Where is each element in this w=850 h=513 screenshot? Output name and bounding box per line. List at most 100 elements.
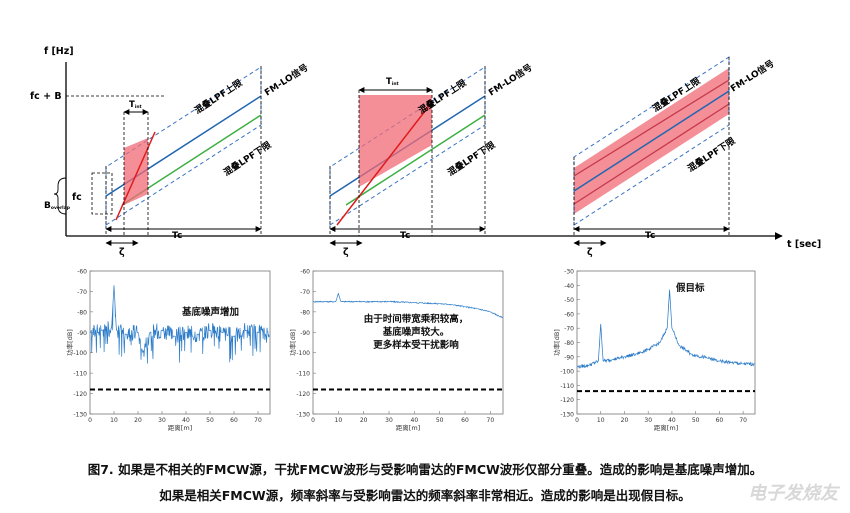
plot-annotation: 更多样本受干扰影响 xyxy=(373,339,459,351)
x-tick-label: 60 xyxy=(716,417,724,424)
y-tick-label: -90 xyxy=(77,330,87,337)
x-tick-label: 50 xyxy=(692,417,700,424)
caption-line-1: 图7. 如果是不相关的FMCW源，干扰FMCW波形与受影响雷达的FMCW波形仅部… xyxy=(87,462,763,477)
fm-lo-label: FM-LO信号 xyxy=(728,57,776,94)
zeta-label: ζ xyxy=(587,247,593,258)
overlap-band xyxy=(359,95,432,187)
y-tick-label: -130 xyxy=(73,412,87,419)
y-tick-label: -60 xyxy=(77,269,87,276)
y-tick-label: -40 xyxy=(564,283,574,290)
y-tick-label: -100 xyxy=(73,350,87,357)
x-tick-label: 40 xyxy=(182,417,190,424)
green-line xyxy=(345,114,486,206)
x-tick-label: 0 xyxy=(575,417,579,424)
spectrum-trace xyxy=(89,285,271,364)
lower-limit-label: 混叠LPF下限 xyxy=(445,138,498,178)
diagram-panel-1: Tint Tc ζ 混叠LPF上限 FM-LO信号 混叠LPF下限 xyxy=(105,61,310,258)
y-tick-label: -80 xyxy=(300,309,310,316)
interferer-line-upper xyxy=(573,79,730,177)
zeta-label: ζ xyxy=(343,247,349,258)
x-tick-label: 0 xyxy=(88,417,92,424)
y-tick-label: -60 xyxy=(300,269,310,276)
lower-limit-label: 混叠LPF下限 xyxy=(221,138,274,178)
x-axis-title: 距离[m] xyxy=(654,423,678,432)
diagram-axes: f [Hz] t [sec] fc + B fc Boverlap xyxy=(30,46,821,250)
x-tick-label: 30 xyxy=(644,417,652,424)
x-tick-label: 70 xyxy=(254,417,262,424)
y-tick-label: -30 xyxy=(564,269,574,276)
x-tick-label: 50 xyxy=(436,417,444,424)
spectrum-trace xyxy=(313,292,504,319)
y-tick-label: -80 xyxy=(77,309,87,316)
fm-lo-line xyxy=(573,90,730,192)
y-tick-label: -110 xyxy=(73,371,87,378)
tc-label: Tc xyxy=(172,231,182,241)
plot-frame xyxy=(312,270,504,415)
interferer-line xyxy=(336,101,433,226)
y-tick-label: -110 xyxy=(296,371,310,378)
interferer-line xyxy=(115,131,156,221)
plot-annotation: 基底噪声较大。 xyxy=(382,326,450,338)
fc-label: fc xyxy=(72,192,82,203)
x-axis-title: 距离[m] xyxy=(168,423,192,432)
x-tick-label: 30 xyxy=(158,417,166,424)
y-tick-label: -60 xyxy=(564,311,574,318)
overlap-box xyxy=(91,172,113,215)
caption-line-2: 如果是相关FMCW源，频率斜率与受影响雷达的频率斜率非常相近。造成的影响是出现假… xyxy=(159,488,691,503)
watermark-logo: 电子发烧友 xyxy=(748,483,838,504)
x-tick-label: 0 xyxy=(311,417,315,424)
y-tick-label: -50 xyxy=(564,297,574,304)
x-tick-label: 20 xyxy=(360,417,368,424)
y-axis-title: 功率[dB] xyxy=(288,329,297,356)
tc-label: Tc xyxy=(400,231,410,241)
y-tick-label: -70 xyxy=(77,289,87,296)
lpf-band-outline xyxy=(329,66,486,226)
y-tick-label: -90 xyxy=(300,330,310,337)
tint-label: Tint xyxy=(386,77,400,87)
fc-plus-b-label: fc + B xyxy=(30,91,62,102)
b-overlap-label: Boverlap xyxy=(44,201,71,211)
fm-lo-label: FM-LO信号 xyxy=(262,61,310,98)
tint-label: Tint xyxy=(129,100,143,110)
x-tick-label: 40 xyxy=(668,417,676,424)
y-tick-label: -110 xyxy=(560,383,574,390)
x-tick-label: 20 xyxy=(621,417,629,424)
y-tick-label: -100 xyxy=(296,350,310,357)
time-axis-label: t [sec] xyxy=(787,239,821,250)
x-tick-label: 10 xyxy=(335,417,343,424)
x-tick-label: 40 xyxy=(411,417,419,424)
plot-annotation: 基底噪声增加 xyxy=(181,306,239,318)
zeta-label: ζ xyxy=(119,247,125,258)
x-axis-title: 距离[m] xyxy=(396,423,420,432)
lpf-band-outline xyxy=(105,66,262,226)
x-tick-label: 30 xyxy=(385,417,393,424)
x-tick-label: 70 xyxy=(487,417,495,424)
y-tick-label: -100 xyxy=(560,369,574,376)
x-tick-label: 20 xyxy=(134,417,142,424)
b-overlap-brace xyxy=(53,177,67,215)
interferer-line-lower xyxy=(573,103,730,205)
x-tick-label: 10 xyxy=(110,417,118,424)
y-tick-label: -120 xyxy=(296,391,310,398)
plot-frame xyxy=(576,270,756,415)
y-tick-label: -70 xyxy=(300,289,310,296)
plot-annotation: 由于时间带宽乘积较高， xyxy=(364,313,469,325)
y-tick-label: -90 xyxy=(564,354,574,361)
plot-annotation: 假目标 xyxy=(676,282,705,294)
x-tick-label: 60 xyxy=(230,417,238,424)
y-tick-label: -120 xyxy=(73,391,87,398)
y-tick-label: -130 xyxy=(296,412,310,419)
diagram-panel-2: Tint Tc ζ 混叠LPF上限 FM-LO信号 混叠LPF下限 xyxy=(329,61,534,258)
y-axis-title: 功率[dB] xyxy=(552,329,561,356)
tc-label: Tc xyxy=(645,231,655,241)
y-tick-label: -80 xyxy=(564,340,574,347)
x-tick-label: 10 xyxy=(597,417,605,424)
x-tick-label: 70 xyxy=(739,417,747,424)
diagram-panel-3: Tc ζ 混叠LPF上限 FM-LO信号 混叠LPF下限 xyxy=(573,56,776,258)
y-tick-label: -70 xyxy=(564,326,574,333)
